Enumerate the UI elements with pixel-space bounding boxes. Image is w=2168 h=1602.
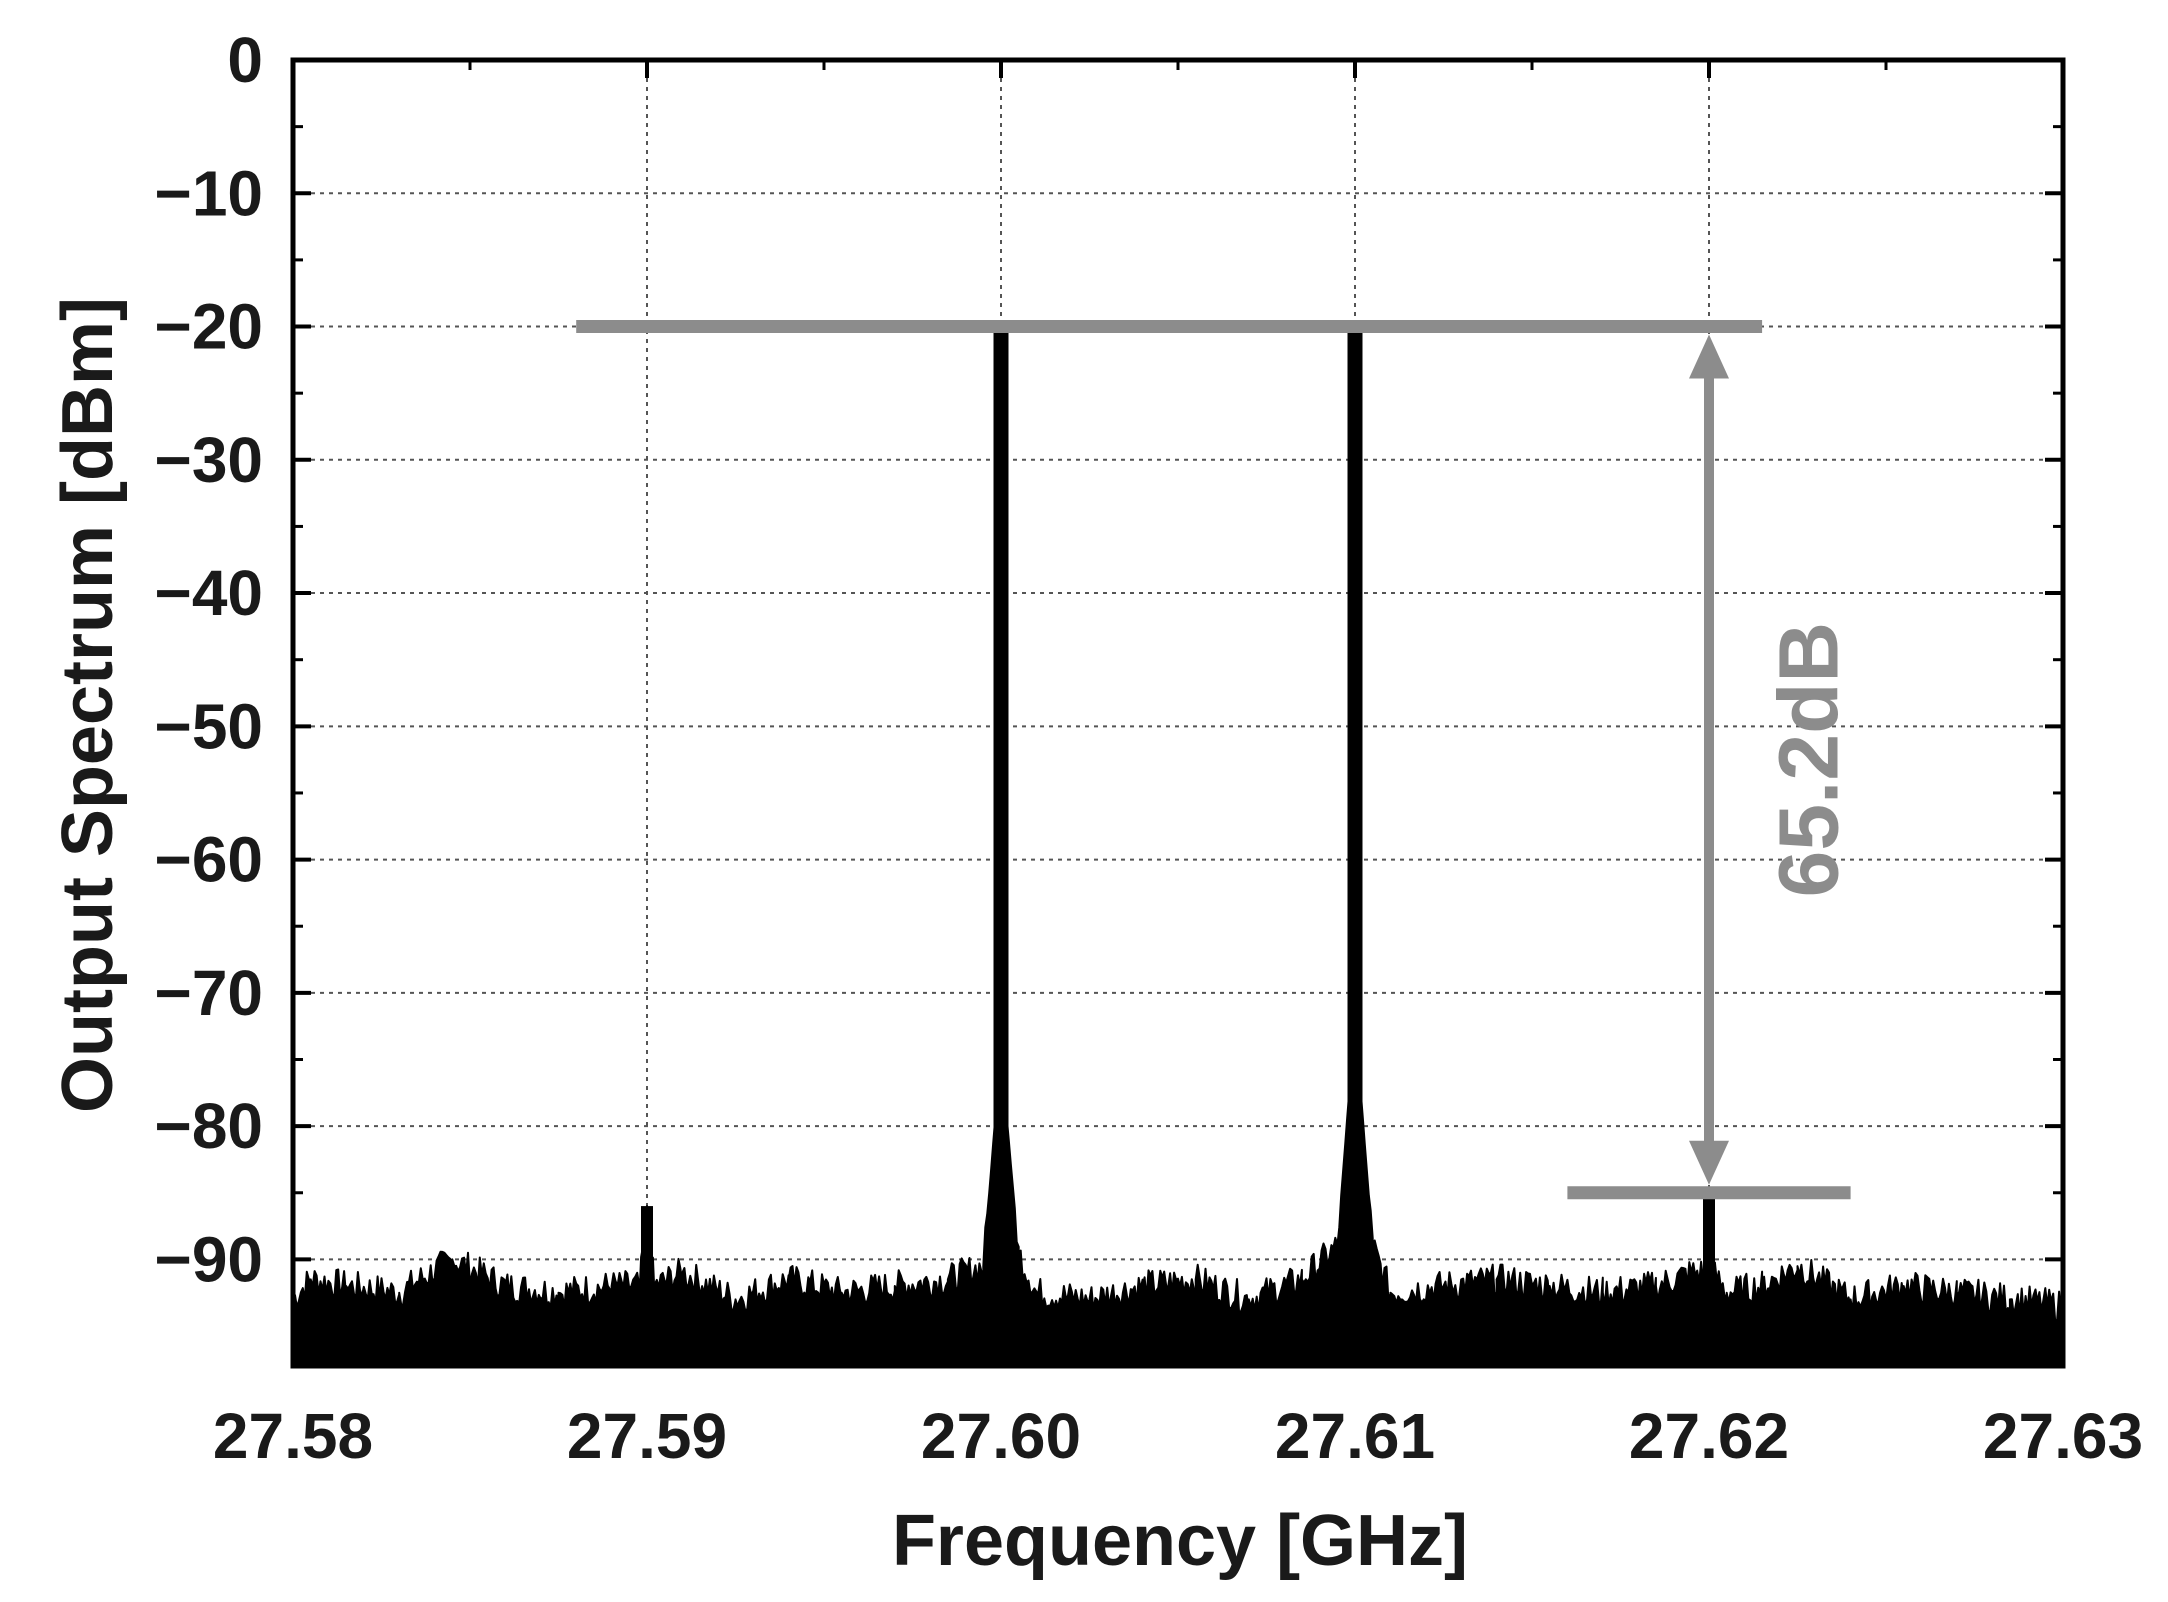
annotation-layer: 65.2dB (576, 320, 1855, 1200)
y-tick-label: 0 (227, 24, 263, 96)
y-tick-label: −10 (154, 157, 263, 229)
x-tick-label: 27.58 (213, 1400, 373, 1472)
y-tick-label: −70 (154, 957, 263, 1029)
y-tick-label: −50 (154, 690, 263, 762)
x-axis-title: Frequency [GHz] (892, 1501, 1468, 1581)
x-tick-label: 27.60 (921, 1400, 1081, 1472)
x-tick-label: 27.63 (1983, 1400, 2143, 1472)
annotation-label: 65.2dB (1761, 622, 1855, 897)
y-tick-label: −20 (154, 291, 263, 363)
y-tick-label: −60 (154, 824, 263, 896)
y-tick-label: −90 (154, 1223, 263, 1295)
x-tick-label: 27.61 (1275, 1400, 1435, 1472)
x-tick-label: 27.59 (567, 1400, 727, 1472)
spectrum-peak (993, 326, 1009, 1366)
spectrum-peak (1347, 326, 1363, 1366)
grid-lines (293, 60, 2063, 1366)
tick-labels: 27.58 27.59 27.60 27.61 27.62 27.63 0 −10 −20 −30… (154, 24, 2143, 1472)
y-tick-label: −30 (154, 424, 263, 496)
dimension-arrow-head-bottom (1689, 1140, 1729, 1185)
plot-frame (290, 57, 2066, 1369)
y-tick-label: −40 (154, 557, 263, 629)
spectrum-peak (641, 1206, 653, 1366)
y-axis-title: Output Spectrum [dBm] (48, 297, 128, 1113)
spectrum-trace-fill (292, 325, 2064, 1367)
spectrum-peak (1703, 1192, 1715, 1366)
y-tick-label: −80 (154, 1090, 263, 1162)
x-tick-label: 27.62 (1629, 1400, 1789, 1472)
spectrum-trace (292, 325, 2064, 1367)
dimension-arrow-head-top (1689, 334, 1729, 379)
